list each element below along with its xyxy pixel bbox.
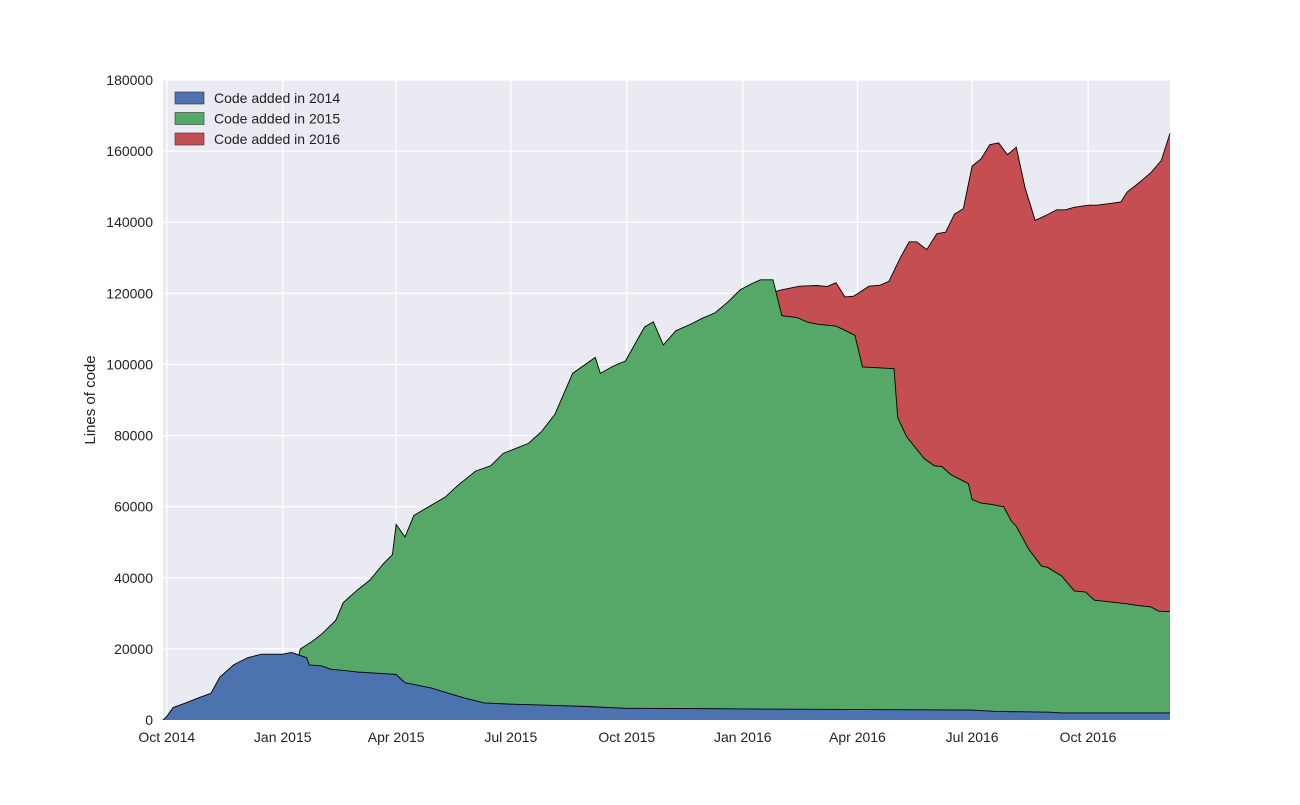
x-tick-label: Oct 2016	[1060, 729, 1117, 745]
legend-swatch	[174, 112, 205, 125]
area-outline-series-2	[281, 279, 1171, 721]
legend-swatch	[174, 91, 205, 105]
x-tick-label: Apr 2016	[829, 729, 886, 745]
y-tick-label: 40000	[114, 570, 153, 586]
y-tick-label: 100000	[106, 356, 153, 372]
y-axis-label: Lines of code	[82, 355, 99, 444]
x-tick-label: Jan 2016	[714, 729, 772, 745]
series-areas	[162, 133, 1171, 721]
legend-label: Code added in 2015	[214, 111, 340, 127]
y-tick-label: 60000	[114, 499, 153, 515]
y-tick-label: 20000	[114, 641, 153, 657]
x-tick-label: Jul 2015	[484, 729, 537, 745]
y-tick-label: 180000	[106, 72, 153, 88]
legend-label: Code added in 2014	[214, 90, 340, 106]
legend-swatch	[174, 132, 205, 146]
x-tick-label: Apr 2015	[368, 729, 425, 745]
legend-label: Code added in 2016	[214, 131, 340, 147]
x-tick-label: Jan 2015	[254, 729, 312, 745]
x-tick-labels: Oct 2014 Jan 2015 Apr 2015 Jul 2015 Oct 2015…	[138, 729, 1116, 745]
legend: Code added in 2014 Code added in 2015 Code…	[174, 90, 340, 147]
x-tick-label: Oct 2015	[598, 729, 655, 745]
y-tick-labels: 0 20000 40000 60000 80000 100000 120000 140000 1…	[106, 72, 153, 728]
area-series-2	[281, 279, 1171, 720]
x-tick-label: Oct 2014	[138, 729, 195, 745]
x-tick-label: Jul 2016	[946, 729, 999, 745]
area-outline-series-3	[739, 133, 1171, 721]
y-tick-label: 0	[145, 712, 153, 728]
y-tick-label: 120000	[106, 285, 153, 301]
y-tick-label: 80000	[114, 428, 153, 444]
area-series-1	[163, 652, 1170, 720]
y-tick-label: 140000	[106, 214, 153, 230]
area-outline-series-1	[162, 651, 1170, 721]
y-tick-label: 160000	[106, 143, 153, 159]
